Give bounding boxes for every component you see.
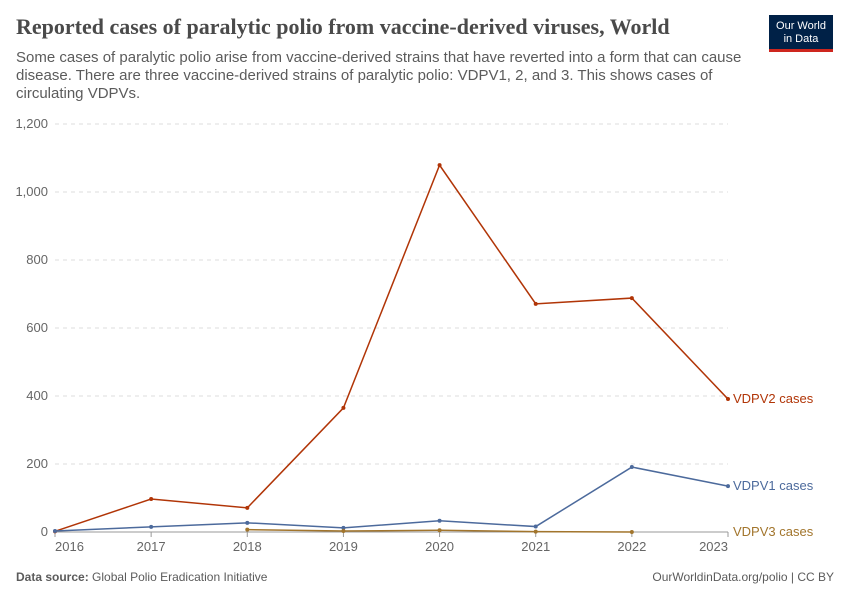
y-tick-label: 400 bbox=[26, 388, 48, 403]
data-point bbox=[629, 296, 634, 301]
y-tick-label: 1,000 bbox=[15, 184, 48, 199]
data-point bbox=[629, 530, 634, 534]
x-tick-label: 2018 bbox=[233, 539, 262, 554]
logo-box bbox=[769, 15, 833, 52]
data-point bbox=[437, 518, 442, 523]
data-point bbox=[726, 397, 730, 402]
y-tick-label: 600 bbox=[26, 320, 48, 335]
chart-subtitle: Some cases of paralytic polio arise from… bbox=[16, 49, 742, 102]
x-tick-label: 2016 bbox=[55, 539, 84, 554]
data-point bbox=[533, 529, 538, 534]
data-point bbox=[53, 528, 57, 533]
series-line bbox=[54, 466, 729, 532]
data-point bbox=[341, 525, 346, 530]
chart-title: Reported cases of paralytic polio from v… bbox=[16, 14, 670, 39]
data-point bbox=[341, 405, 346, 410]
series-label: VDPV1 cases bbox=[733, 478, 814, 493]
data-point bbox=[437, 528, 442, 533]
y-tick-label: 0 bbox=[41, 524, 48, 539]
series-label: VDPV2 cases bbox=[733, 391, 814, 406]
source-text: Global Polio Eradication Initiative bbox=[92, 570, 268, 584]
footer-source: Data source: Global Polio Eradication In… bbox=[16, 570, 268, 584]
y-tick-label: 1,200 bbox=[15, 116, 48, 131]
x-tick-label: 2017 bbox=[137, 539, 166, 554]
data-point bbox=[149, 497, 154, 502]
source-label: Data source: bbox=[16, 570, 89, 584]
y-tick-label: 200 bbox=[26, 456, 48, 471]
footer-url: OurWorldinData.org/polio | CC BY bbox=[652, 570, 834, 584]
data-point bbox=[149, 524, 154, 529]
logo-text: in Data bbox=[784, 33, 820, 45]
data-point bbox=[629, 465, 634, 470]
x-tick-label: 2021 bbox=[521, 539, 550, 554]
data-point bbox=[533, 301, 538, 306]
data-point bbox=[533, 524, 538, 529]
x-tick-label: 2019 bbox=[329, 539, 358, 554]
series-line bbox=[54, 163, 729, 533]
data-point bbox=[341, 528, 346, 533]
data-point bbox=[245, 527, 250, 532]
x-tick-label: 2020 bbox=[425, 539, 454, 554]
data-point bbox=[245, 520, 250, 525]
logo-text: Our World bbox=[776, 20, 826, 32]
series-label: VDPV3 cases bbox=[733, 524, 814, 539]
logo-bar bbox=[769, 49, 833, 52]
data-point bbox=[437, 163, 442, 168]
y-tick-label: 800 bbox=[26, 252, 48, 267]
data-point bbox=[726, 484, 730, 489]
x-tick-label: 2023 bbox=[699, 539, 728, 554]
x-tick-label: 2022 bbox=[617, 539, 646, 554]
data-point bbox=[245, 505, 250, 510]
